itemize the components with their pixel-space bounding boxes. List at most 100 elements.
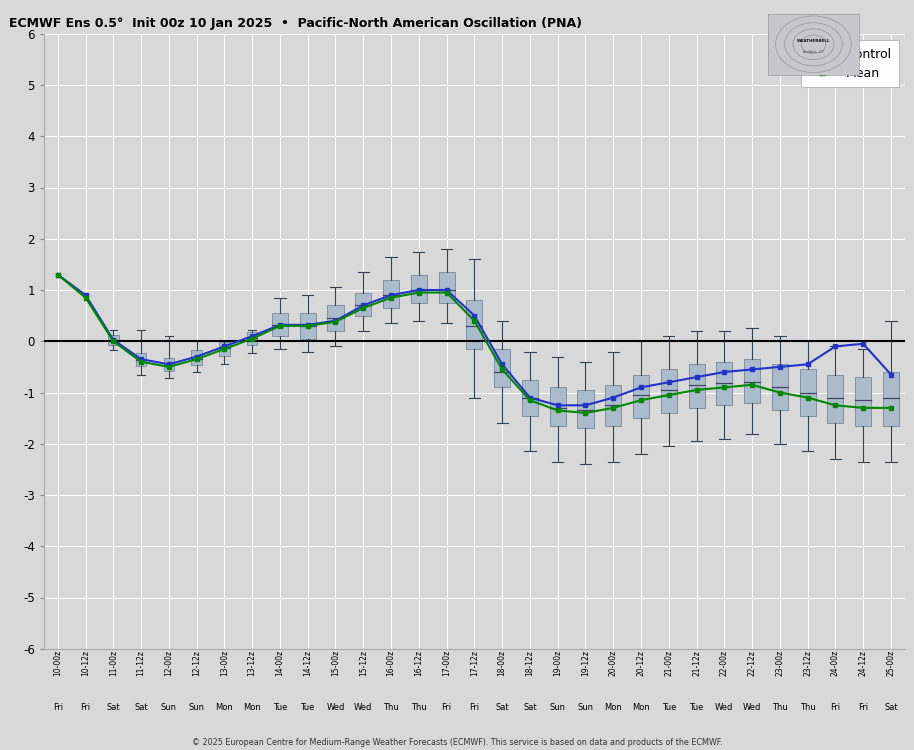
Text: 17-00z: 17-00z bbox=[442, 650, 452, 676]
Bar bbox=[856, 377, 871, 426]
Text: 24-12z: 24-12z bbox=[858, 650, 867, 676]
Text: Mon: Mon bbox=[604, 703, 622, 712]
Bar bbox=[300, 313, 315, 339]
Text: Wed: Wed bbox=[326, 703, 345, 712]
Text: 10-00z: 10-00z bbox=[53, 650, 62, 676]
Bar bbox=[771, 364, 788, 410]
Text: 11-00z: 11-00z bbox=[109, 650, 118, 676]
Mean bbox=[247, 334, 258, 344]
Bar bbox=[383, 280, 399, 308]
Mean bbox=[496, 365, 507, 374]
Mean bbox=[357, 304, 368, 313]
Mean bbox=[108, 337, 119, 346]
Mean bbox=[664, 391, 675, 400]
Bar bbox=[271, 313, 288, 336]
Mean bbox=[413, 288, 424, 297]
Control bbox=[330, 316, 341, 326]
Bar bbox=[661, 370, 677, 413]
Control bbox=[274, 320, 285, 329]
Control bbox=[857, 339, 868, 348]
Text: 13-00z: 13-00z bbox=[220, 650, 228, 676]
Mean bbox=[135, 357, 146, 366]
Control bbox=[718, 368, 729, 376]
Mean bbox=[219, 344, 230, 353]
Text: 15-00z: 15-00z bbox=[331, 650, 340, 676]
Control bbox=[108, 335, 119, 344]
Text: Fri: Fri bbox=[469, 703, 480, 712]
Control bbox=[580, 400, 591, 410]
Text: 25-00z: 25-00z bbox=[887, 650, 896, 676]
Text: Sat: Sat bbox=[107, 703, 120, 712]
Text: WEATHERBELL: WEATHERBELL bbox=[797, 39, 830, 44]
Text: 19-12z: 19-12z bbox=[581, 650, 590, 676]
Text: 18-00z: 18-00z bbox=[497, 650, 506, 676]
Control bbox=[802, 360, 813, 369]
Mean bbox=[441, 288, 452, 297]
Text: Tue: Tue bbox=[662, 703, 676, 712]
Control bbox=[247, 332, 258, 340]
Text: Sat: Sat bbox=[884, 703, 898, 712]
Control bbox=[219, 342, 230, 351]
Text: Fri: Fri bbox=[80, 703, 90, 712]
Bar bbox=[466, 300, 483, 349]
Text: Sun: Sun bbox=[549, 703, 566, 712]
Bar bbox=[605, 385, 622, 426]
Text: Thu: Thu bbox=[411, 703, 427, 712]
Bar bbox=[136, 352, 146, 366]
Text: 10-12z: 10-12z bbox=[81, 650, 90, 676]
Text: Tue: Tue bbox=[689, 703, 704, 712]
Control bbox=[747, 365, 758, 374]
Text: Wed: Wed bbox=[715, 703, 734, 712]
Text: Mon: Mon bbox=[216, 703, 233, 712]
Bar bbox=[522, 380, 538, 416]
Text: 16-12z: 16-12z bbox=[414, 650, 423, 676]
Text: 11-12z: 11-12z bbox=[136, 650, 145, 676]
Control bbox=[413, 286, 424, 295]
Text: 21-12z: 21-12z bbox=[692, 650, 701, 676]
Mean bbox=[886, 404, 897, 412]
Bar bbox=[883, 372, 899, 426]
Text: 14-12z: 14-12z bbox=[303, 650, 313, 676]
Mean bbox=[691, 386, 702, 394]
Text: Fri: Fri bbox=[830, 703, 841, 712]
Text: Tue: Tue bbox=[272, 703, 287, 712]
Bar bbox=[356, 292, 371, 316]
Mean bbox=[608, 404, 619, 412]
Control bbox=[386, 291, 397, 300]
Bar bbox=[494, 349, 510, 387]
Text: Thu: Thu bbox=[383, 703, 399, 712]
Text: 13-12z: 13-12z bbox=[248, 650, 257, 676]
Line: Mean: Mean bbox=[56, 272, 893, 416]
Bar bbox=[327, 305, 344, 331]
Control bbox=[635, 382, 646, 392]
Control bbox=[552, 400, 563, 410]
Text: 22-12z: 22-12z bbox=[748, 650, 757, 676]
Text: Thu: Thu bbox=[800, 703, 815, 712]
Text: Analytics, LLC: Analytics, LLC bbox=[803, 50, 824, 54]
Bar bbox=[744, 359, 760, 403]
Text: 12-00z: 12-00z bbox=[165, 650, 174, 676]
Mean bbox=[525, 396, 536, 405]
Control bbox=[303, 320, 314, 329]
Mean bbox=[52, 270, 63, 279]
Mean bbox=[802, 393, 813, 402]
Text: Sat: Sat bbox=[495, 703, 509, 712]
Control bbox=[691, 373, 702, 382]
Text: 20-12z: 20-12z bbox=[636, 650, 645, 676]
Mean bbox=[330, 317, 341, 326]
Control bbox=[774, 362, 785, 371]
Mean bbox=[774, 388, 785, 397]
Control bbox=[469, 311, 480, 320]
Bar bbox=[688, 364, 705, 408]
Control bbox=[191, 352, 202, 362]
Legend: Control, Mean: Control, Mean bbox=[801, 40, 898, 87]
Text: 20-00z: 20-00z bbox=[609, 650, 618, 676]
Mean bbox=[830, 400, 841, 410]
Text: Fri: Fri bbox=[441, 703, 452, 712]
Mean bbox=[635, 396, 646, 405]
Mean bbox=[747, 380, 758, 389]
Text: Wed: Wed bbox=[354, 703, 373, 712]
Mean bbox=[857, 404, 868, 412]
Text: 23-00z: 23-00z bbox=[775, 650, 784, 676]
Text: Sat: Sat bbox=[523, 703, 537, 712]
